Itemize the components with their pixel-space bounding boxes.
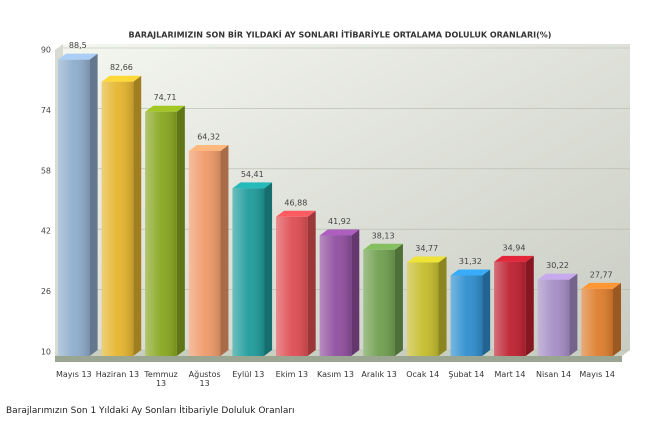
floor-front (55, 356, 622, 362)
chart: BARAJLARIMIZIN SON BİR YILDAKİ AY SONLAR… (41, 30, 630, 362)
bar-shine (58, 59, 90, 356)
value-label: 82,66 (110, 63, 133, 72)
value-label: 27,77 (590, 270, 613, 279)
y-tick-label: 58 (41, 166, 51, 175)
bar-top (145, 105, 185, 112)
y-tick-label: 74 (41, 106, 51, 115)
bar-top (363, 243, 403, 250)
bar-top (276, 210, 316, 217)
x-tick-label: Haziran 13 (95, 370, 140, 379)
x-tick-label: Şubat 14 (448, 370, 485, 379)
value-label: 46,88 (284, 198, 307, 207)
y-tick-label: 10 (41, 348, 51, 357)
caption: Barajlarımızın Son 1 Yıldaki Ay Sonları … (6, 406, 295, 416)
value-label: 31,32 (459, 257, 482, 266)
bar-side (482, 269, 491, 356)
bar-side (613, 282, 621, 356)
bar-side (525, 255, 534, 356)
value-label: 64,32 (197, 132, 220, 141)
value-label: 74,71 (154, 93, 177, 102)
bar-top (406, 256, 447, 263)
bar-side (307, 210, 316, 356)
bar-side (89, 53, 98, 356)
x-tick-label: Eylül 13 (232, 370, 265, 379)
x-tick-label: Temmuz 13 (144, 370, 178, 388)
y-tick-label: 26 (41, 287, 51, 296)
bar-top (581, 282, 621, 289)
bar-top (450, 269, 491, 276)
x-tick-label: Ekim 13 (275, 370, 309, 379)
bar-side (351, 229, 360, 356)
value-label: 34,94 (503, 243, 526, 252)
bar-side (438, 256, 447, 356)
bar-shine (406, 262, 439, 356)
value-label: 34,77 (415, 244, 438, 253)
bar-side (264, 182, 273, 356)
x-tick-label: Aralık 13 (361, 370, 397, 379)
x-tick-label: Kasım 13 (317, 370, 354, 379)
x-tick-label: Ocak 14 (406, 370, 440, 379)
bar-side (569, 273, 578, 356)
bar-shine (450, 275, 483, 356)
bar-shine (101, 81, 134, 357)
bar-shine (319, 235, 352, 356)
bar-top (188, 144, 229, 151)
x-tick-label: Mayıs 14 (579, 370, 616, 379)
value-label: 88,5 (69, 41, 87, 50)
value-label: 38,13 (372, 231, 395, 240)
bar-shine (581, 288, 613, 356)
y-tick-label: 42 (41, 227, 51, 236)
bar-top (537, 273, 578, 280)
bar-top (319, 229, 360, 236)
bar-side (394, 243, 403, 356)
bar-shine (188, 150, 221, 356)
bar-shine (363, 249, 395, 356)
x-tick-label: Mayıs 13 (55, 370, 92, 379)
bar-top (101, 75, 142, 82)
value-label: 30,22 (546, 261, 569, 270)
bar-shine (232, 188, 265, 356)
bar-side (133, 75, 142, 357)
x-tick-label: Nisan 14 (536, 370, 572, 379)
chart-title: BARAJLARIMIZIN SON BİR YILDAKİ AY SONLAR… (129, 30, 552, 40)
bar-side (220, 144, 229, 356)
bar-top (58, 53, 98, 60)
y-tick-label: 90 (41, 46, 51, 55)
value-label: 41,92 (328, 217, 351, 226)
bar-side (176, 105, 185, 356)
value-label: 54,41 (241, 170, 264, 179)
bar-top (494, 255, 534, 262)
x-tick-label: Mart 14 (494, 370, 526, 379)
bar-shine (145, 111, 177, 356)
x-tick-label: Ağustos 13 (188, 370, 221, 388)
bar-shine (276, 216, 308, 356)
bar-shine (537, 279, 570, 356)
bar-shine (494, 261, 526, 356)
bar-top (232, 182, 273, 189)
